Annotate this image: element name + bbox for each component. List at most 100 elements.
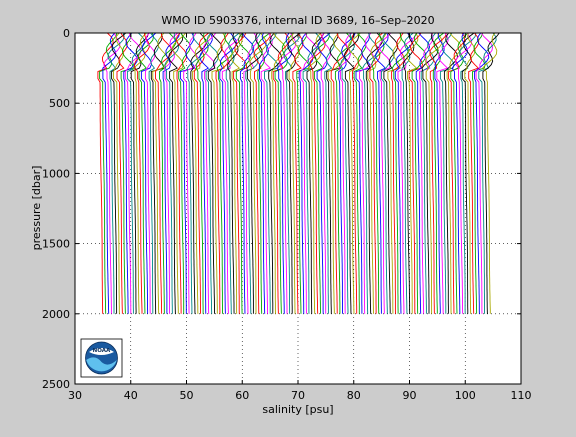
salinity-profile-line <box>272 32 290 314</box>
salinity-profile-line <box>421 32 439 314</box>
salinity-profile-line <box>274 32 293 314</box>
salinity-profile-line <box>482 32 498 314</box>
salinity-profile-line <box>298 32 314 314</box>
salinity-profile-line <box>186 32 203 314</box>
salinity-profile-line <box>249 32 267 314</box>
salinity-profile-line <box>381 32 395 314</box>
salinity-profile-line <box>478 32 497 314</box>
y-tick-label: 0 <box>63 27 70 40</box>
salinity-profile-line <box>164 32 178 314</box>
salinity-profile-line <box>419 32 434 314</box>
salinity-profile-line <box>227 32 239 314</box>
salinity-profile-line <box>123 32 138 314</box>
salinity-profile-line <box>446 32 462 314</box>
salinity-profile-line <box>365 32 383 314</box>
salinity-profile-line <box>425 32 443 314</box>
salinity-profile-line <box>434 32 445 314</box>
salinity-profile-line <box>276 32 292 314</box>
salinity-profile-line <box>246 32 263 314</box>
salinity-profile-line <box>397 32 417 314</box>
salinity-profile-line <box>205 32 219 314</box>
salinity-profile-line <box>152 32 169 314</box>
logo-text: NOAA <box>93 348 111 354</box>
salinity-profile-line <box>137 32 154 314</box>
x-tick-label: 60 <box>235 389 249 402</box>
salinity-profile-line <box>253 32 271 314</box>
salinity-profile-line <box>334 32 352 314</box>
salinity-profile-line <box>455 32 473 314</box>
salinity-profile-line <box>140 32 157 314</box>
x-tick-label: 40 <box>124 389 138 402</box>
salinity-profile-line <box>97 32 114 314</box>
salinity-profile-line <box>340 32 355 314</box>
profiles-layer <box>97 32 500 314</box>
salinity-profile-line <box>203 32 217 314</box>
salinity-profile-line <box>362 32 379 314</box>
salinity-profile-line <box>296 32 310 314</box>
logo-wave <box>86 357 117 372</box>
salinity-profile-line <box>126 32 145 314</box>
salinity-profile-line <box>225 32 240 314</box>
salinity-profile-line <box>216 32 233 314</box>
salinity-profile-line <box>464 32 476 314</box>
ticks-layer: 30 40 50 60 70 80 90 100 110 0 500 1000 1500 2000 2500 <box>42 27 532 402</box>
salinity-profile-line <box>133 32 150 314</box>
salinity-profile-line <box>302 32 321 314</box>
salinity-profile-line <box>264 32 279 314</box>
noaa-logo: NOAA <box>80 338 123 378</box>
y-tick-label: 2500 <box>42 378 70 391</box>
x-tick-label: 50 <box>180 389 194 402</box>
salinity-profile-line <box>268 32 283 314</box>
salinity-profile-line <box>309 32 326 314</box>
salinity-profile-line <box>162 32 180 314</box>
salinity-profile-line <box>221 32 241 314</box>
salinity-profile-line <box>320 32 332 314</box>
salinity-profile-line <box>429 32 447 314</box>
salinity-profile-line <box>369 32 383 314</box>
salinity-profile-line <box>179 32 196 314</box>
salinity-profile-line <box>468 32 480 314</box>
salinity-profile-line <box>124 32 142 314</box>
salinity-profile-line <box>327 32 345 314</box>
salinity-profile-line <box>330 32 349 314</box>
salinity-profile-line <box>239 32 255 314</box>
salinity-profile-line <box>391 32 409 314</box>
salinity-profile-line <box>159 32 177 314</box>
x-axis-label: salinity [psu] <box>262 403 333 416</box>
salinity-profile-line <box>257 32 271 314</box>
salinity-profile-line <box>132 32 147 314</box>
salinity-profile-line <box>233 32 248 314</box>
salinity-profile-line <box>420 32 436 314</box>
salinity-profile-line <box>178 32 191 314</box>
salinity-profile-line <box>367 32 387 314</box>
salinity-profile-line <box>191 32 211 314</box>
salinity-profile-line <box>199 32 213 314</box>
salinity-profile-line <box>219 32 238 314</box>
salinity-profile-line <box>307 32 322 314</box>
salinity-profile-line <box>344 32 360 314</box>
x-tick-label: 90 <box>403 389 417 402</box>
salinity-profile-line <box>408 32 423 314</box>
salinity-profile-line <box>271 32 286 314</box>
salinity-profile-line <box>375 32 389 314</box>
salinity-profile-line <box>432 32 444 314</box>
salinity-profile-line <box>351 32 363 314</box>
salinity-profile-line <box>353 32 367 314</box>
salinity-profile-line <box>326 32 341 314</box>
salinity-profile-line <box>258 32 269 314</box>
salinity-profile-line <box>283 32 301 314</box>
salinity-profile-line <box>306 32 325 314</box>
x-tick-label: 110 <box>511 389 532 402</box>
salinity-profile-line <box>391 32 405 314</box>
salinity-profile-line <box>387 32 402 314</box>
salinity-profile-line <box>436 32 449 314</box>
salinity-profile-line <box>183 32 199 314</box>
salinity-profile-line <box>190 32 207 314</box>
salinity-profile-line <box>459 32 477 314</box>
chart-title: WMO ID 5903376, internal ID 3689, 16–Sep… <box>161 14 434 27</box>
salinity-profile-line <box>107 32 125 314</box>
salinity-profile-line <box>347 32 361 314</box>
salinity-profile-line <box>355 32 371 314</box>
